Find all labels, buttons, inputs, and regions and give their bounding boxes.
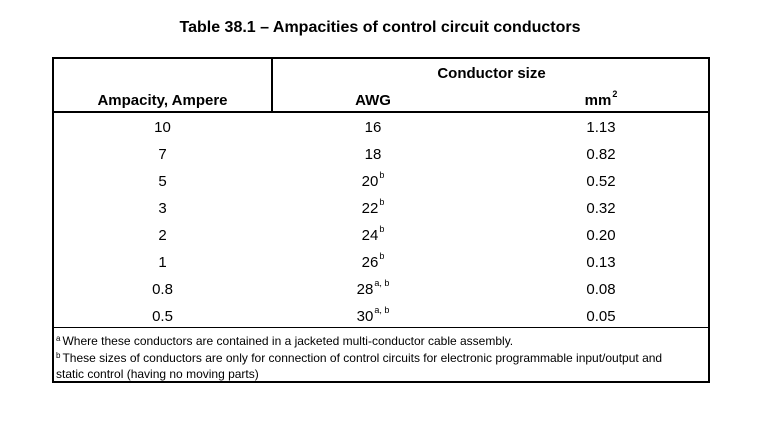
ampacity-cell: 5 xyxy=(158,173,167,190)
mm2-cell: 0.08 xyxy=(586,281,616,298)
mm2-cell: 0.13 xyxy=(586,254,616,271)
awg-value: 22 xyxy=(361,200,379,217)
footnote-a: a Where these conductors are contained in… xyxy=(56,334,514,348)
awg-footnote-mark: b xyxy=(379,197,385,207)
header-divider-vertical xyxy=(271,59,273,111)
awg-value: 20 xyxy=(361,173,379,190)
mm2-cell: 0.52 xyxy=(586,173,616,190)
ampacity-cell: 7 xyxy=(158,146,167,163)
awg-footnote-mark: a, b xyxy=(374,305,390,315)
awg-footnote-mark: b xyxy=(379,224,385,234)
ampacity-cell: 0.8 xyxy=(152,281,173,298)
header-mm2: mm2 xyxy=(584,89,618,109)
ampacity-cell: 1 xyxy=(158,254,167,271)
awg-value: 16 xyxy=(364,119,382,136)
footnote-b: b These sizes of conductors are only for … xyxy=(56,351,663,381)
mm2-cell: 1.13 xyxy=(586,119,616,136)
awg-cell: 20b xyxy=(273,170,473,190)
ampacity-cell: 10 xyxy=(154,119,171,136)
awg-cell: 18 xyxy=(273,146,473,163)
awg-cell: 24b xyxy=(273,224,473,244)
awg-value: 18 xyxy=(364,146,382,163)
awg-footnote-mark: a, b xyxy=(374,278,390,288)
mm2-cell: 0.20 xyxy=(586,227,616,244)
ampacity-cell: 2 xyxy=(158,227,167,244)
awg-cell: 30a, b xyxy=(273,305,473,325)
header-conductor-size: Conductor size xyxy=(437,65,546,82)
mm2-cell: 0.32 xyxy=(586,200,616,217)
awg-cell: 22b xyxy=(273,197,473,217)
header-divider-horizontal xyxy=(54,111,708,113)
awg-cell: 16 xyxy=(273,119,473,136)
ampacity-cell: 0.5 xyxy=(152,308,173,325)
awg-value: 28 xyxy=(356,281,374,298)
awg-value: 30 xyxy=(356,308,374,325)
awg-value: 24 xyxy=(361,227,379,244)
ampacity-cell: 3 xyxy=(158,200,167,217)
header-ampacity: Ampacity, Ampere xyxy=(97,92,228,109)
awg-footnote-mark: b xyxy=(379,251,385,261)
awg-value: 26 xyxy=(361,254,379,271)
awg-cell: 28a, b xyxy=(273,278,473,298)
header-awg: AWG xyxy=(355,92,391,109)
table-title: Table 38.1 – Ampacities of control circu… xyxy=(179,19,581,36)
ampacity-table: Conductor size Ampacity, Ampere AWG mm2 … xyxy=(52,57,710,383)
mm2-cell: 0.05 xyxy=(586,308,616,325)
footnote-divider xyxy=(54,327,708,328)
awg-cell: 26b xyxy=(273,251,473,271)
awg-footnote-mark: b xyxy=(379,170,385,180)
mm2-cell: 0.82 xyxy=(586,146,616,163)
